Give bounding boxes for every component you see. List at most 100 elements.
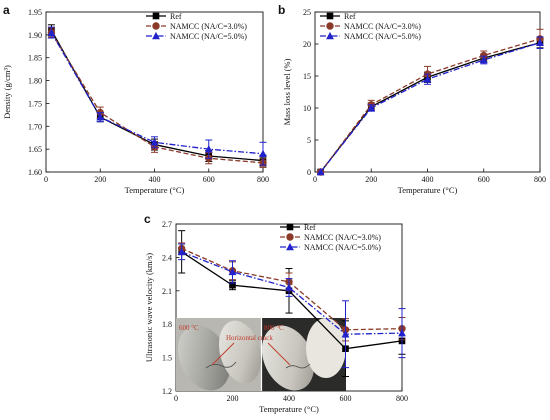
x-axis-title: Temperature (°C) [259,404,319,414]
series-3 [177,243,406,369]
panel-b-plot: 0 200 400 600 800 0 5 10 15 20 25 Temperature (°C) M… [282,8,546,195]
x-tick-label: 600 [340,394,352,403]
legend-marker [286,233,294,241]
x-tick-label: 400 [422,175,434,184]
y-tick-label: 1.2 [162,387,172,396]
legend-marker [326,31,334,40]
series-3 [47,26,267,166]
data-point [479,55,488,64]
sample-cylinder-4 [306,318,346,378]
x-tick-label: 800 [534,175,546,184]
data-point [96,113,105,121]
legend-marker [152,12,160,20]
y-tick-label: 20 [303,40,311,49]
panel-c-plot: 0 200 400 600 800 1.2 1.5 1.8 2.1 2.4 2.7 Temperatu… [144,220,408,414]
x-tick-label: 200 [365,175,377,184]
legend-label: NAMCC (NA/C=3.0%) [304,233,381,242]
series-line [181,251,403,335]
y-tick-label: 1.5 [162,354,172,363]
x-tick-label: 800 [257,175,269,184]
sample-cylinder-2 [218,320,262,384]
y-tick-label: 1.85 [28,54,42,63]
legend-marker [152,31,160,40]
y-axis-title: Density (g/cm³) [2,65,12,119]
y-tick-label: 0 [307,168,311,177]
crack-line-2 [285,363,311,369]
y-axis-title: Mass loss level (%) [282,58,292,125]
series-2 [47,27,267,168]
series-line [50,32,264,155]
y-tick-label: 25 [303,8,311,17]
x-tick-label: 400 [149,175,161,184]
x-tick-label: 400 [283,394,295,403]
sample-cylinder-3 [261,325,315,391]
x-tick-label: 200 [227,394,239,403]
data-point [536,38,544,47]
legend-label: Ref [170,12,182,21]
data-point [480,51,488,60]
y-tick-label: 2.4 [162,253,172,262]
inset-label-800: 800 °C [264,324,284,332]
x-tick-label: 0 [44,175,48,184]
series-3 [316,36,544,176]
x-tick-label: 200 [94,175,106,184]
y-tick-label: 1.60 [28,168,42,177]
data-point [177,247,186,256]
data-point [47,28,56,36]
series-line [320,42,541,173]
inset-label-crack: Horizontal crack [226,334,273,342]
legend-label: NAMCC (NA/C=3.0%) [170,22,247,31]
y-tick-label: 1.65 [28,145,42,154]
data-point [367,103,376,112]
panel-letter-b: b [278,3,285,17]
y-tick-label: 1.75 [28,99,42,108]
legend-label: NAMCC (NA/C=5.0%) [170,32,247,41]
crack-arrow-right [267,342,291,366]
x-tick-label: 600 [203,175,215,184]
legend-label: Ref [304,223,316,232]
data-point [423,75,432,83]
crack-line-1 [205,361,237,369]
data-point [398,329,406,337]
inset-photo: 600 °C 800 °C Horizontal crack [176,318,346,391]
y-tick-label: 1.70 [28,122,42,131]
y-tick-label: 10 [303,104,311,113]
data-point [150,138,159,146]
data-point [341,330,350,338]
y-tick-label: 1.90 [28,31,42,40]
panel-a-plot: 0 200 400 600 800 1.60 1.65 1.70 1.75 1.80 1.85 1.9… [2,8,269,195]
legend-marker [152,22,160,30]
y-tick-label: 2.1 [162,287,172,296]
legend-marker [326,12,334,20]
legend-marker [286,223,294,231]
panel-letter-a: a [3,3,10,17]
legend-marker [326,22,334,30]
sample-cylinder-1 [177,325,231,391]
x-tick-label: 0 [174,394,178,403]
data-point [259,149,267,158]
panel-letter-c: c [144,212,151,226]
x-tick-label: 0 [313,175,317,184]
legend-label: NAMCC (NA/C=5.0%) [344,32,421,41]
y-tick-label: 15 [303,72,311,81]
y-axis-title: Ultrasonic wave velocity (km/s) [144,253,154,362]
data-point [204,145,213,153]
x-axis-title: Temperature (°C) [398,185,458,195]
legend-label: NAMCC (NA/C=3.0%) [344,22,421,31]
y-tick-label: 1.8 [162,320,172,329]
x-axis-title: Temperature (°C) [125,185,185,195]
y-tick-label: 1.95 [28,8,42,17]
legend-marker [286,242,294,251]
data-point [285,283,293,291]
series-line [320,42,541,173]
x-tick-label: 800 [396,394,408,403]
y-tick-label: 1.80 [28,77,42,86]
series-1 [317,37,544,176]
legend-label: NAMCC (NA/C=5.0%) [304,243,381,252]
data-point [316,167,325,176]
x-tick-label: 600 [478,175,490,184]
